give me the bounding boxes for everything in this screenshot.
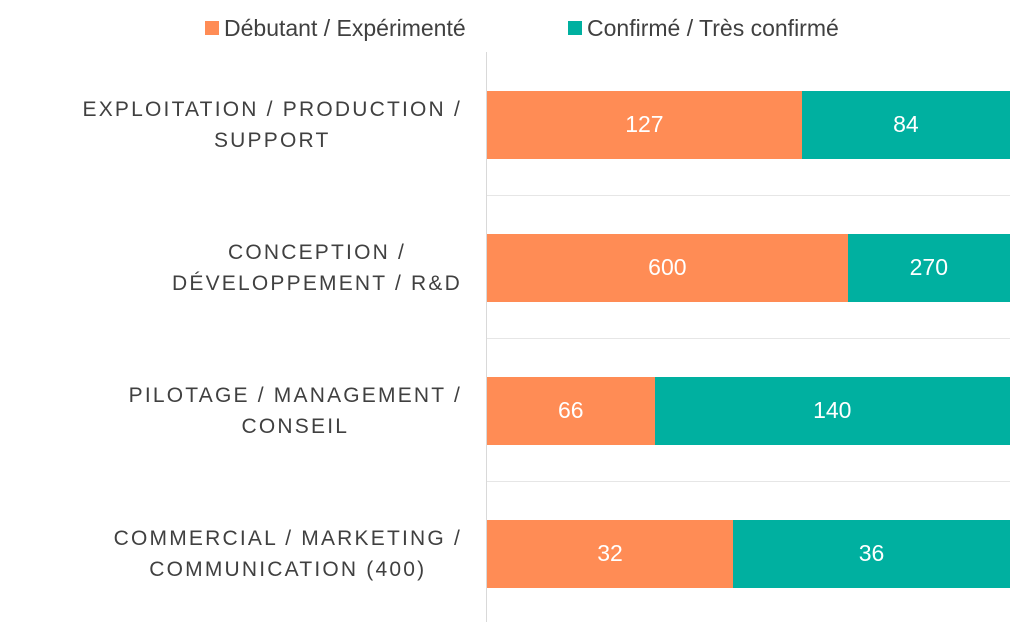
legend-label: Confirmé / Très confirmé (587, 14, 839, 41)
grid-line (487, 338, 1010, 339)
value-label: 36 (858, 540, 885, 566)
grid-line (487, 481, 1010, 482)
value-label: 140 (813, 397, 852, 423)
category-label: PILOTAGE / MANAGEMENT / CONSEIL (129, 339, 462, 482)
category-text: PILOTAGE / MANAGEMENT / CONSEIL (128, 383, 462, 438)
legend-item: Confirmé / Très confirmé (568, 12, 839, 44)
bar: 66 (487, 376, 655, 445)
bar: 600 (487, 233, 848, 302)
category-text: EXPLOITATION / PRODUCTION / SUPPORT (82, 97, 462, 152)
bar: 270 (847, 233, 1010, 302)
grid-line (487, 195, 1010, 196)
value-label: 600 (648, 254, 687, 280)
category-label: CONCEPTION / DÉVELOPPEMENT / R&D (172, 196, 462, 339)
value-label: 32 (597, 540, 623, 566)
value-label: 84 (893, 111, 919, 137)
category-label: EXPLOITATION / PRODUCTION / SUPPORT (83, 53, 463, 196)
legend-item: Débutant / Expérimenté (205, 12, 466, 44)
bar: 127 (487, 90, 802, 159)
value-label: 66 (557, 397, 584, 423)
category-text: CONCEPTION / DÉVELOPPEMENT / R&D (172, 240, 462, 295)
legend-swatch (568, 21, 582, 35)
value-label: 270 (909, 254, 949, 280)
legend-label: Débutant / Expérimenté (224, 14, 466, 41)
bar: 32 (487, 519, 734, 588)
bar: 140 (654, 376, 1010, 445)
category-label: COMMERCIAL / MARKETING / COMMUNICATION (… (114, 482, 462, 622)
bar: 84 (801, 90, 1010, 159)
value-label: 127 (625, 111, 664, 137)
axis-line (486, 52, 487, 622)
bar: 36 (733, 519, 1010, 588)
category-text: COMMERCIAL / MARKETING / COMMUNICATION (… (113, 526, 462, 581)
legend-swatch (205, 21, 219, 35)
